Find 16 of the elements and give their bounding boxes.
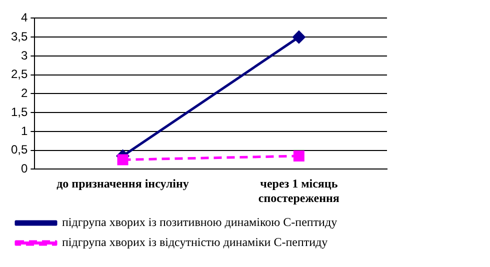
y-tick-label: 4 bbox=[20, 10, 28, 25]
legend-label: підгрупа хворих із позитивною динамікою С-пептиду bbox=[62, 215, 338, 230]
y-tick-label: 1,5 bbox=[10, 104, 28, 119]
y-tick-label: 2 bbox=[20, 86, 28, 100]
y-tick-label: 3 bbox=[20, 48, 28, 62]
point bbox=[292, 30, 306, 44]
x-tick-label: до призначення інсуліну bbox=[56, 176, 189, 190]
y-tick-label: 1 bbox=[20, 124, 28, 138]
x-tick-label: через 1 місяць спостереження bbox=[258, 176, 340, 205]
point bbox=[293, 150, 304, 162]
point bbox=[117, 154, 128, 166]
y-tick-label: 2,5 bbox=[10, 67, 28, 82]
y-tick-label: 0,5 bbox=[10, 142, 28, 157]
legend-label: підгрупа хворих із відсутністю динаміки С-пептиду bbox=[62, 235, 328, 250]
y-tick-label: 3,5 bbox=[10, 29, 28, 44]
y-tick-label: 0 bbox=[20, 162, 28, 176]
